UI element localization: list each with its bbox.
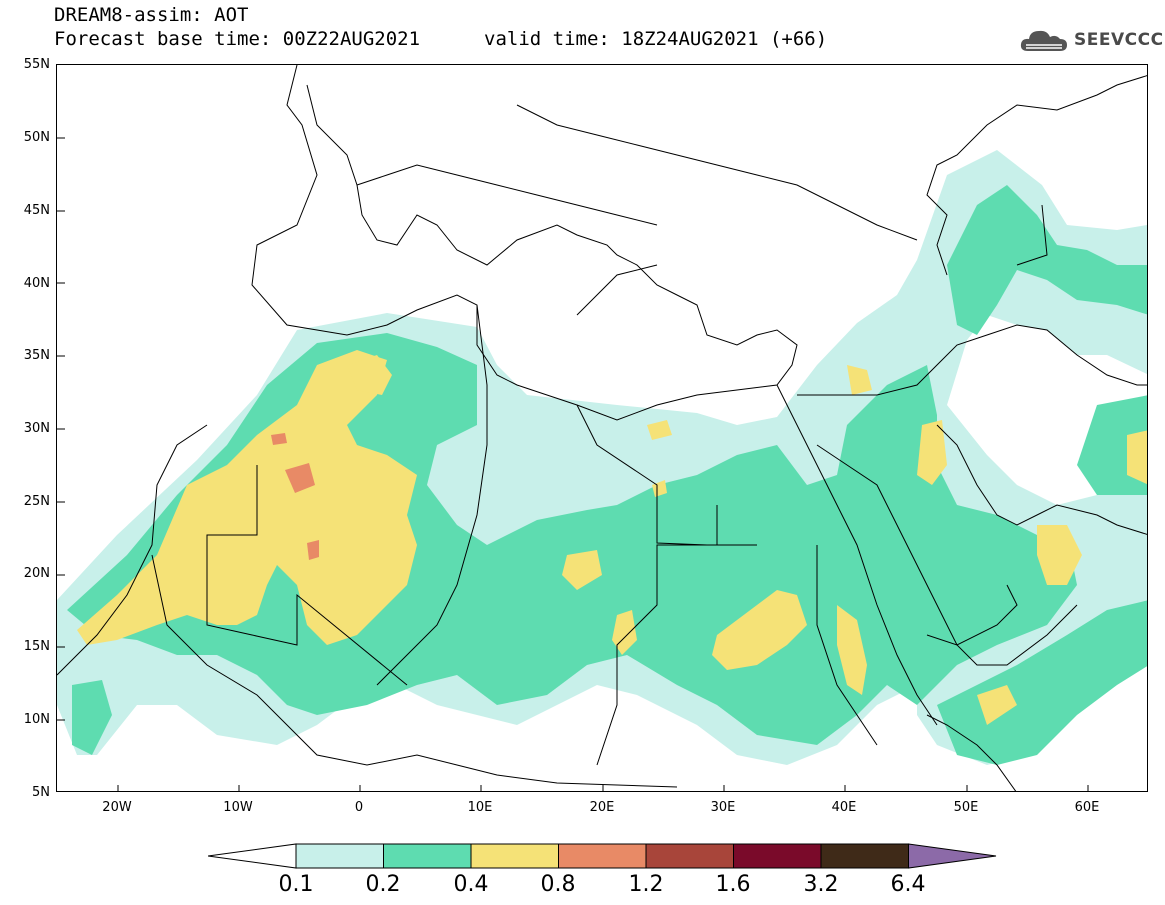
- aot-map: [56, 64, 1148, 792]
- colorbar: [208, 843, 997, 869]
- colorbar-label: 0.4: [453, 872, 489, 897]
- colorbar-swatch: [820, 843, 909, 869]
- colorbar-max-arrow: [908, 843, 997, 869]
- colorbar-label: 0.8: [540, 872, 576, 897]
- lat-label: 10N: [23, 712, 50, 727]
- colorbar-swatch: [733, 843, 822, 869]
- aot-level-0-4-fill: [77, 350, 1147, 725]
- logo-text: SEEVCCC: [1074, 30, 1164, 50]
- colorbar-min-arrow: [208, 843, 297, 869]
- lat-label: 20N: [23, 566, 50, 581]
- lat-label: 35N: [23, 348, 50, 363]
- lon-label: 30E: [710, 800, 736, 815]
- colorbar-label: 6.4: [890, 872, 926, 897]
- colorbar-label: 0.1: [278, 872, 314, 897]
- map-canvas: [57, 65, 1147, 791]
- axis-ticks: [57, 137, 1089, 791]
- cloud-icon: [1020, 30, 1067, 51]
- lat-label: 25N: [23, 494, 50, 509]
- plot-title: DREAM8-assim: AOT: [54, 4, 249, 26]
- seevccc-logo: SEEVCCC: [1018, 24, 1164, 56]
- lat-label: 45N: [23, 203, 50, 218]
- colorbar-swatch: [470, 843, 559, 869]
- lat-label: 40N: [23, 276, 50, 291]
- lat-label: 50N: [23, 130, 50, 145]
- lat-label: 55N: [23, 57, 50, 72]
- colorbar-label: 1.6: [715, 872, 751, 897]
- colorbar-swatch: [295, 843, 384, 869]
- lat-label: 15N: [23, 639, 50, 654]
- lon-label: 60E: [1074, 800, 1100, 815]
- colorbar-label: 3.2: [803, 872, 839, 897]
- lon-label: 10E: [467, 800, 493, 815]
- lat-label: 30N: [23, 421, 50, 436]
- lon-label: 10W: [223, 800, 253, 815]
- lon-label: 20W: [102, 800, 132, 815]
- lon-label: 20E: [589, 800, 615, 815]
- colorbar-label: 1.2: [628, 872, 664, 897]
- lon-label: 50E: [953, 800, 979, 815]
- aot-level-0-8-fill: [271, 433, 319, 560]
- coastlines-borders: [57, 65, 1147, 791]
- lat-label: 5N: [32, 785, 50, 800]
- forecast-base-time: Forecast base time: 00Z22AUG2021: [54, 28, 421, 50]
- lon-label: 0: [354, 800, 364, 815]
- lon-label: 40E: [831, 800, 857, 815]
- colorbar-swatch: [645, 843, 734, 869]
- colorbar-label: 0.2: [365, 872, 401, 897]
- colorbar-swatch: [383, 843, 472, 869]
- valid-time: valid time: 18Z24AUG2021 (+66): [484, 28, 828, 50]
- colorbar-swatch: [558, 843, 647, 869]
